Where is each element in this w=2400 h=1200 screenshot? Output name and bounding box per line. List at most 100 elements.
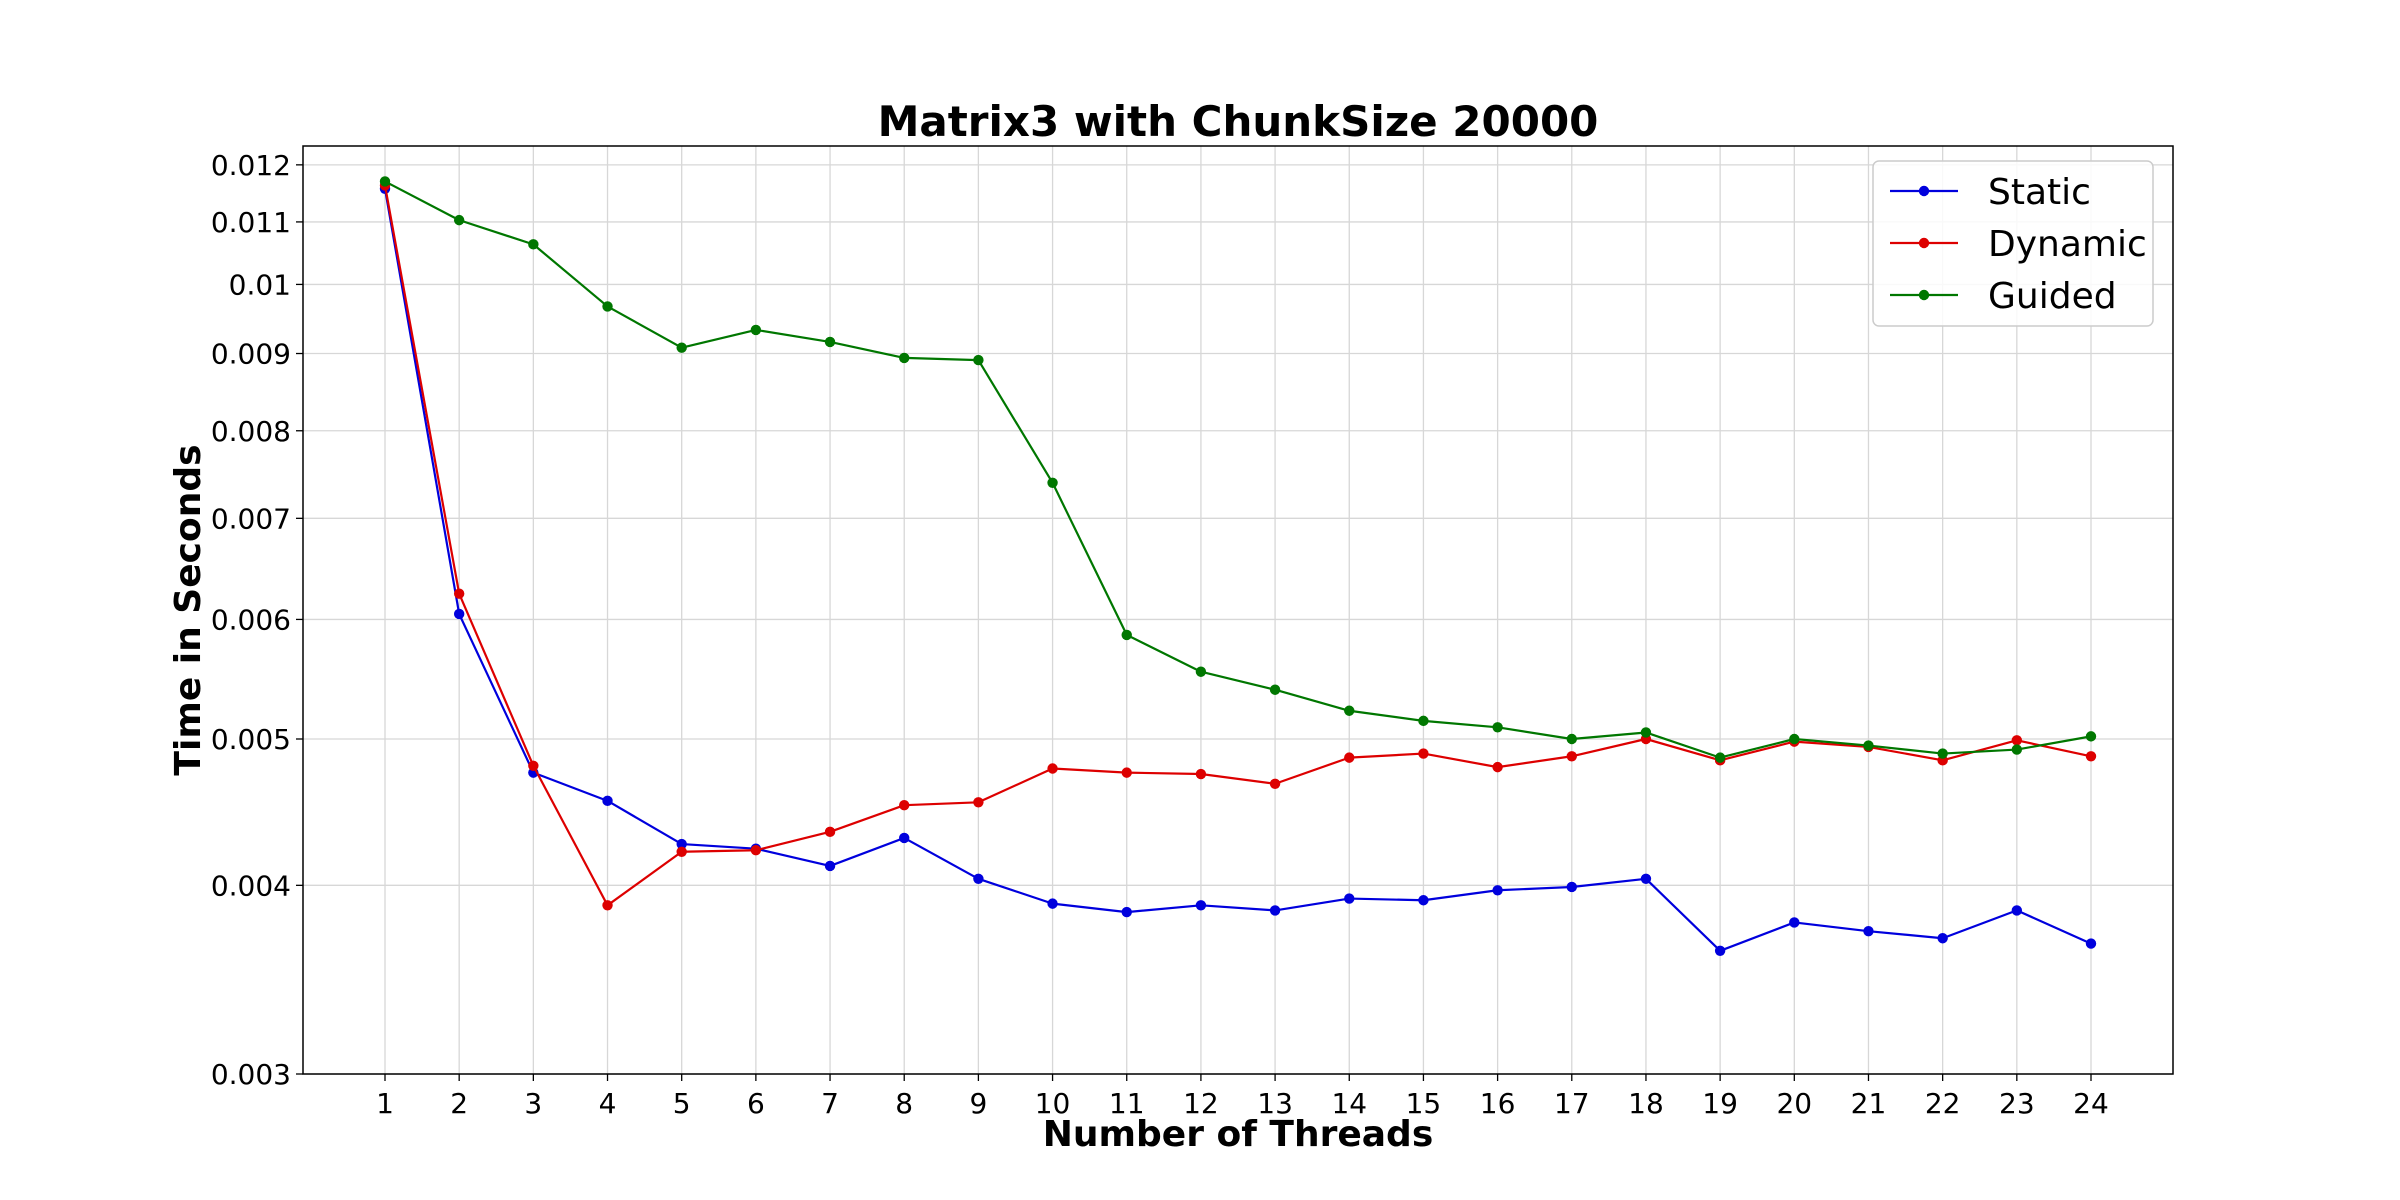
data-point-guided: [1789, 733, 1800, 745]
x-tick-label: 18: [1628, 1087, 1664, 1120]
legend: Static Dynamic Guided: [1872, 160, 2154, 327]
data-point-guided: [379, 176, 391, 187]
data-point-dynamic: [1269, 778, 1281, 789]
legend-marker-dynamic: [1918, 237, 1930, 249]
legend-marker-static: [1918, 185, 1930, 197]
axis-ticks: 1 2 3 4 5 6 7 8 9 10 11 12 13 14 15 16 17 18 19 20 21 22 23 240…: [211, 149, 2109, 1120]
data-point-dynamic: [2011, 735, 2023, 746]
data-point-dynamic: [824, 826, 836, 838]
data-point-dynamic: [1047, 763, 1058, 774]
data-point-guided: [1418, 715, 1429, 727]
plot-area-frame: [302, 145, 2174, 1075]
data-point-dynamic: [528, 760, 539, 771]
data-point-guided: [824, 336, 836, 348]
x-tick-label: 7: [821, 1087, 839, 1120]
data-point-static: [1121, 906, 1132, 918]
data-point-static: [1937, 933, 1948, 944]
data-point-guided: [1863, 740, 1874, 751]
data-point-guided: [602, 301, 613, 312]
y-tick-label: 0.005: [211, 723, 291, 756]
data-point-static: [1714, 945, 1726, 956]
data-point-static: [899, 832, 910, 844]
x-tick-label: 20: [1776, 1087, 1812, 1120]
series-line-static: [383, 187, 2093, 952]
legend-label-static: Static: [1988, 172, 2091, 213]
data-point-static: [2085, 938, 2097, 949]
data-point-guided: [528, 239, 539, 250]
data-point-guided: [1640, 727, 1652, 738]
legend-marker-guided: [1918, 289, 1930, 301]
data-point-guided: [1937, 748, 1948, 759]
data-point-guided: [1195, 666, 1207, 677]
data-point-guided: [2011, 744, 2023, 755]
legend-label-guided: Guided: [1988, 276, 2117, 317]
series-dynamic: [379, 180, 2097, 911]
x-tick-label: 10: [1035, 1087, 1071, 1120]
x-tick-label: 14: [1331, 1087, 1367, 1120]
data-point-dynamic: [453, 588, 465, 599]
data-point-dynamic: [602, 900, 613, 911]
data-point-guided: [1566, 733, 1577, 745]
data-point-static: [602, 795, 613, 807]
x-tick-label: 3: [524, 1087, 542, 1120]
series-static: [379, 183, 2097, 956]
y-tick-label: 0.011: [211, 206, 291, 239]
data-point-guided: [1492, 722, 1503, 733]
y-tick-label: 0.012: [211, 149, 291, 182]
x-tick-label: 19: [1702, 1087, 1738, 1120]
x-tick-label: 23: [1999, 1087, 2035, 1120]
data-point-dynamic: [1344, 752, 1355, 763]
data-point-static: [1492, 885, 1503, 896]
x-tick-label: 13: [1257, 1087, 1293, 1120]
legend-items: Static Dynamic Guided: [1890, 172, 2147, 317]
y-tick-label: 0.006: [211, 603, 291, 636]
y-tick-label: 0.008: [211, 415, 291, 448]
x-tick-label: 16: [1480, 1087, 1516, 1120]
y-tick-label: 0.003: [211, 1058, 291, 1091]
data-point-guided: [453, 214, 465, 226]
data-point-static: [1269, 905, 1281, 916]
legend-box: [1872, 160, 2154, 327]
y-tick-label: 0.009: [211, 338, 291, 371]
data-point-guided: [1344, 705, 1355, 716]
data-point-static: [1789, 917, 1800, 928]
data-point-static: [1640, 873, 1652, 885]
data-point-dynamic: [1492, 761, 1503, 773]
data-point-guided: [676, 342, 687, 353]
x-tick-label: 12: [1183, 1087, 1219, 1120]
x-tick-label: 9: [969, 1087, 987, 1120]
data-point-guided: [973, 354, 984, 366]
x-tick-label: 8: [895, 1087, 913, 1120]
data-point-guided: [899, 352, 910, 364]
x-tick-label: 2: [450, 1087, 468, 1120]
data-point-static: [1863, 925, 1874, 937]
x-tick-label: 15: [1406, 1087, 1442, 1120]
data-point-static: [973, 873, 984, 885]
x-tick-label: 17: [1554, 1087, 1590, 1120]
data-point-dynamic: [1566, 751, 1577, 762]
data-point-dynamic: [1195, 768, 1207, 780]
data-point-guided: [1269, 684, 1281, 695]
series-lines: [379, 176, 2097, 956]
data-point-static: [2011, 905, 2023, 916]
data-point-dynamic: [750, 845, 762, 856]
y-tick-label: 0.004: [211, 869, 291, 902]
y-axis-label: Time in Seconds: [168, 444, 209, 775]
data-point-dynamic: [676, 846, 687, 857]
x-tick-label: 21: [1851, 1087, 1887, 1120]
series-guided: [379, 176, 2097, 763]
data-point-guided: [750, 324, 762, 336]
data-point-dynamic: [1418, 748, 1429, 759]
x-axis-label: Number of Threads: [1043, 1114, 1434, 1155]
data-point-static: [676, 838, 687, 850]
data-point-guided: [1121, 629, 1132, 641]
data-point-static: [453, 608, 465, 620]
y-tick-label: 0.007: [211, 502, 291, 535]
data-point-guided: [1714, 752, 1726, 763]
x-tick-label: 4: [599, 1087, 617, 1120]
series-line-dynamic: [383, 184, 2093, 907]
x-tick-label: 11: [1109, 1087, 1145, 1120]
data-point-guided: [1047, 477, 1058, 488]
